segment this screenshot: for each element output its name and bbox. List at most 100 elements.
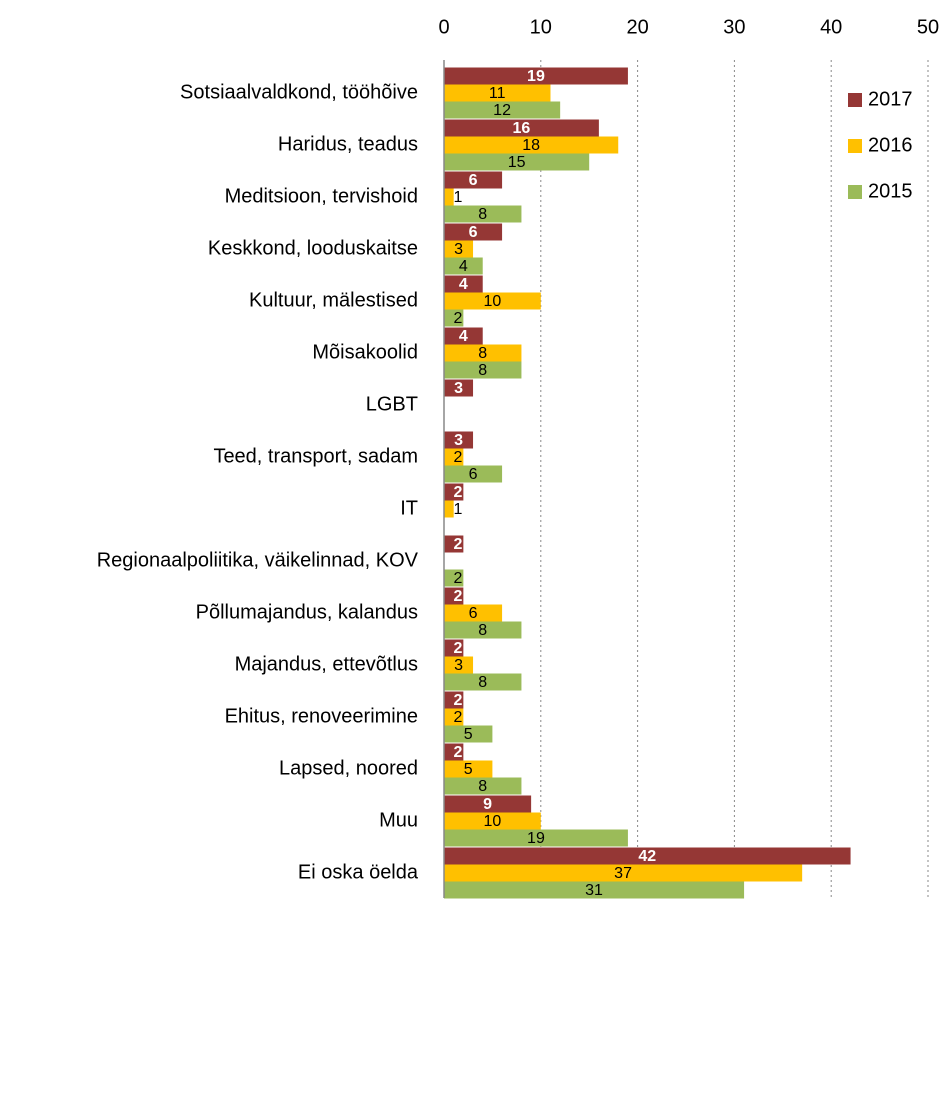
bar <box>444 604 503 622</box>
value-label: 4 <box>459 276 468 293</box>
value-label: 8 <box>478 362 487 379</box>
value-label: 8 <box>478 206 487 223</box>
bar <box>444 847 851 865</box>
category-label: IT <box>400 497 418 519</box>
bar <box>444 327 483 345</box>
x-tick-label: 30 <box>723 16 745 38</box>
bar <box>444 379 474 397</box>
x-tick-label: 20 <box>626 16 648 38</box>
bar <box>444 309 464 327</box>
value-label: 8 <box>478 622 487 639</box>
value-label: 6 <box>469 172 478 189</box>
bar <box>444 448 464 466</box>
value-label: 8 <box>478 778 487 795</box>
bar <box>444 829 628 847</box>
bar <box>444 881 745 899</box>
value-label: 2 <box>454 536 463 553</box>
category-label: Muu <box>379 809 418 831</box>
value-label: 9 <box>483 796 492 813</box>
bar <box>444 240 474 258</box>
bar <box>444 569 464 587</box>
category-label: Majandus, ettevõtlus <box>235 653 418 675</box>
value-label: 19 <box>527 68 545 85</box>
bar <box>444 67 628 85</box>
value-label: 10 <box>484 813 502 830</box>
category-label: Mõisakoolid <box>312 341 418 363</box>
bar <box>444 864 803 882</box>
value-label: 6 <box>469 605 478 622</box>
value-label: 8 <box>478 345 487 362</box>
value-label: 2 <box>454 449 463 466</box>
bar <box>444 795 532 813</box>
bar <box>444 500 454 518</box>
value-label: 15 <box>508 154 526 171</box>
bar <box>444 188 454 206</box>
bar <box>444 708 464 726</box>
bar <box>444 275 483 293</box>
value-label: 42 <box>638 848 656 865</box>
bar <box>444 205 522 223</box>
bar <box>444 483 464 501</box>
category-label: Sotsiaalvaldkond, tööhõive <box>180 81 418 103</box>
bar <box>444 812 541 830</box>
category-label: Ei oska öelda <box>298 861 419 883</box>
legend-label: 2016 <box>868 134 913 156</box>
bar <box>444 656 474 674</box>
value-label: 16 <box>513 120 531 137</box>
x-tick-label: 50 <box>917 16 939 38</box>
x-tick-label: 0 <box>438 16 449 38</box>
bar <box>444 119 599 137</box>
bar <box>444 621 522 639</box>
category-label: Kultuur, mälestised <box>249 289 418 311</box>
bar <box>444 535 464 553</box>
value-label: 2 <box>454 310 463 327</box>
legend-swatch <box>848 185 862 199</box>
value-label: 10 <box>484 293 502 310</box>
category-label: Regionaalpoliitika, väikelinnad, KOV <box>97 549 419 571</box>
value-label: 3 <box>454 380 463 397</box>
x-tick-label: 10 <box>530 16 552 38</box>
value-label: 2 <box>454 692 463 709</box>
value-label: 18 <box>522 137 540 154</box>
value-label: 6 <box>469 224 478 241</box>
value-label: 3 <box>454 657 463 674</box>
category-label: Teed, transport, sadam <box>213 445 418 467</box>
bar <box>444 725 493 743</box>
value-label: 3 <box>454 241 463 258</box>
bar <box>444 431 474 449</box>
legend-label: 2015 <box>868 180 913 202</box>
bar <box>444 223 503 241</box>
bar <box>444 257 483 275</box>
legend-swatch <box>848 93 862 107</box>
value-label: 2 <box>454 709 463 726</box>
category-label: Keskkond, looduskaitse <box>208 237 418 259</box>
bar <box>444 101 561 119</box>
value-label: 2 <box>454 588 463 605</box>
value-label: 6 <box>469 466 478 483</box>
value-label: 37 <box>614 865 632 882</box>
value-label: 3 <box>454 432 463 449</box>
bar <box>444 465 503 483</box>
value-label: 2 <box>454 484 463 501</box>
category-label: Meditsioon, tervishoid <box>225 185 418 207</box>
category-label: Ehitus, renoveerimine <box>225 705 418 727</box>
value-label: 5 <box>464 726 473 743</box>
bar <box>444 743 464 761</box>
bar <box>444 587 464 605</box>
value-label: 1 <box>454 501 463 518</box>
bar <box>444 84 551 102</box>
value-label: 12 <box>493 102 511 119</box>
value-label: 4 <box>459 258 468 275</box>
legend-swatch <box>848 139 862 153</box>
value-label: 2 <box>454 744 463 761</box>
x-tick-label: 40 <box>820 16 842 38</box>
value-label: 5 <box>464 761 473 778</box>
value-label: 2 <box>454 570 463 587</box>
bar <box>444 292 541 310</box>
bar <box>444 136 619 154</box>
value-label: 11 <box>489 85 506 102</box>
bar <box>444 691 464 709</box>
category-label: Haridus, teadus <box>278 133 418 155</box>
bar <box>444 760 493 778</box>
value-label: 31 <box>585 882 603 899</box>
